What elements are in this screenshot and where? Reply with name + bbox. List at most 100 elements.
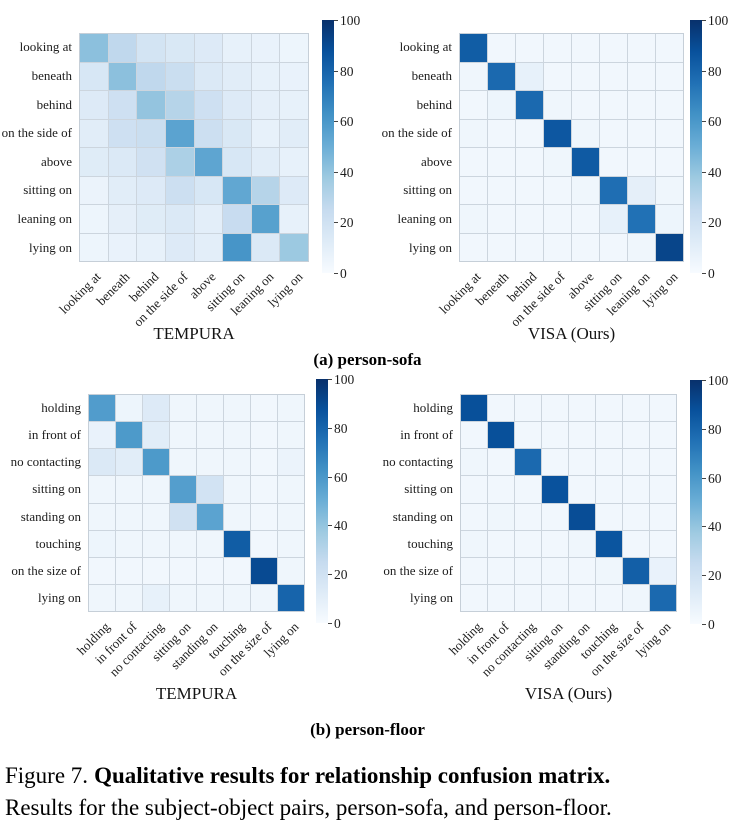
colorbar-tick-mark [328,525,332,527]
heatmap-cell [251,584,277,611]
heatmap-cell [143,503,169,530]
heatmap-cell [650,503,676,530]
heatmap-cell [542,557,568,584]
heatmap-cell [460,233,487,261]
heatmap-cell [488,395,514,422]
heatmap-cell [572,176,599,204]
heatmap-cell [461,476,487,503]
heatmap-cell [108,34,137,62]
colorbar-tick-label: 100 [708,13,729,28]
heatmap-cell [194,62,223,90]
heatmap-cell [197,503,223,530]
heatmap-cell [628,233,655,261]
heatmap-cell [89,476,115,503]
colorbar-tick-label: 80 [708,63,722,79]
heatmap-cell [600,62,627,90]
heatmap-cell [461,530,487,557]
heatmap-cell [461,584,487,611]
heatmap-cell [170,449,196,476]
heatmap-cell [488,148,515,176]
colorbar-tick-mark [702,121,706,123]
heatmap-cell [80,205,108,233]
colorbar-tick-mark [328,379,332,380]
heatmap-cell [223,148,251,176]
colorbar-tick-label: 0 [334,616,341,631]
heatmap-grid [459,33,684,262]
y-axis-label: no contacting [10,454,81,470]
heatmap-cell [223,34,251,62]
y-axis-label: in front of [400,426,453,442]
heatmap-cell [650,476,676,503]
y-axis-label: lying on [409,239,452,255]
heatmap-cell [108,148,137,176]
heatmap-cell [572,205,599,233]
plot-title: TEMPURA [155,684,238,703]
y-axis-label: touching [35,535,82,551]
heatmap-cell [251,91,280,119]
heatmap-cell [488,176,515,204]
heatmap-cell [461,395,487,422]
heatmap-cell [80,91,108,119]
y-axis-label: leaning on [397,211,452,227]
heatmap-cell [251,148,280,176]
heatmap-cell [542,449,568,476]
heatmap-cell [628,91,655,119]
colorbar-tick-mark [702,70,706,72]
heatmap-cell [596,503,622,530]
colorbar-tick-label: 100 [708,373,729,388]
heatmap-cell [544,176,571,204]
heatmap-cell [224,422,250,449]
heatmap-cell [596,422,622,449]
colorbar-tick-mark [702,20,706,21]
heatmap-cell [143,476,169,503]
heatmap-cell [600,176,627,204]
heatmap-cell [628,148,655,176]
y-axis-label: looking at [19,39,72,55]
heatmap-cell [251,395,277,422]
heatmap-cell [544,119,571,147]
heatmap-cell [628,119,655,147]
heatmap-cell [280,176,308,204]
colorbar-tick-label: 40 [334,518,348,534]
heatmap-cell [116,557,142,584]
y-axis-label: behind [416,96,452,112]
heatmap-cell [544,34,571,62]
colorbar-tick-label: 20 [708,568,722,584]
heatmap-cell [569,530,595,557]
heatmap-cell [650,530,676,557]
heatmap-cell [278,476,304,503]
heatmap-cell [650,395,676,422]
heatmap-cell [197,530,223,557]
heatmap-cell [596,584,622,611]
heatmap-cell [650,584,676,611]
heatmap-cell [108,119,137,147]
heatmap-cell [108,176,137,204]
y-axis-label: lying on [410,590,453,606]
colorbar-tick-mark [328,427,332,429]
heatmap-cell [251,62,280,90]
heatmap-cell [544,62,571,90]
colorbar-tick-mark [334,273,338,274]
heatmap-cell [623,584,649,611]
plot-title: VISA (Ours) [524,684,613,703]
heatmap-cell [170,476,196,503]
heatmap-cell [197,557,223,584]
heatmap-cell [143,449,169,476]
heatmap-cell [600,148,627,176]
heatmap-cell [280,205,308,233]
heatmap-cell [516,233,543,261]
subcaption-a: (a) person-sofa [313,350,422,369]
heatmap-cell [89,584,115,611]
heatmap-cell [197,476,223,503]
heatmap-cell [623,422,649,449]
y-axis-label: sitting on [32,481,81,497]
heatmap-cell [108,205,137,233]
heatmap-cell [194,176,223,204]
heatmap-cell [89,530,115,557]
y-axis-label: holding [41,399,81,415]
y-axis-label: beneath [31,67,72,83]
colorbar-tick-label: 60 [340,114,354,130]
y-axis-label: sitting on [23,182,72,198]
heatmap-cell [108,233,137,261]
heatmap-cell [623,449,649,476]
